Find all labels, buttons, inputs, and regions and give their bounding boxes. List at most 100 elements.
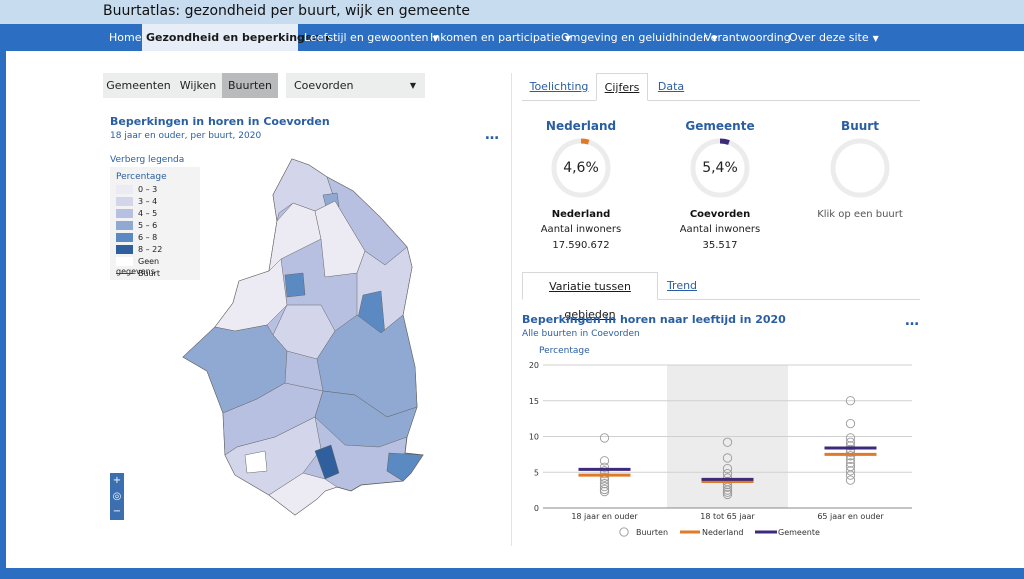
nav-leefstijl[interactable]: Leefstijl en gewoonten ▼ <box>304 31 439 44</box>
buurt-area[interactable] <box>314 444 340 480</box>
buurt-point <box>845 396 856 406</box>
kpi-nederland-value: 4,6% <box>563 160 599 176</box>
legend-item: Geen gegevens <box>116 257 160 276</box>
age-scatter-chart: 0 5 10 15 20 18 jaar en ouder 18 tot 65 jaar 65… <box>529 361 912 537</box>
buurt-area[interactable] <box>268 472 338 516</box>
main-navigation: Home Gezondheid en beperkingen ▼ Leefstij… <box>0 24 1024 51</box>
buurt-area[interactable] <box>314 390 418 448</box>
caret-down-icon: ▼ <box>409 81 416 90</box>
kpi-gemeente-name: Coevorden <box>689 209 751 220</box>
legend-item: 5 – 6 <box>116 221 157 231</box>
buurt-area[interactable] <box>284 272 306 298</box>
buurt-point <box>722 469 733 479</box>
chart-subtitle: Alle buurten in Coevorden <box>522 329 640 339</box>
map-menu-icon[interactable]: … <box>485 127 500 143</box>
legend-buurten-label: Buurten <box>636 528 668 537</box>
chevron-down-icon: ▼ <box>872 34 879 43</box>
legend-item: 4 – 5 <box>116 209 157 219</box>
legend-nederland-label: Nederland <box>702 528 743 537</box>
legend-swatch <box>116 233 133 242</box>
buurt-point <box>722 485 733 495</box>
buurt-area-no-data[interactable] <box>244 450 268 474</box>
chevron-down-icon: ▼ <box>432 34 439 43</box>
buurt-point <box>845 418 856 429</box>
buurt-point <box>599 481 610 492</box>
nav-omgeving[interactable]: Omgeving en geluidhinder ▼ <box>561 31 718 44</box>
chevron-down-icon: ▼ <box>564 34 571 43</box>
window-edge <box>0 51 6 568</box>
nav-verantwoording[interactable]: Verantwoording <box>704 31 791 44</box>
kpi-buurt-heading: Buurt <box>841 119 879 133</box>
tab-variatie[interactable]: Variatie tussen gebieden <box>522 272 658 321</box>
choropleth-map[interactable] <box>175 155 435 520</box>
nav-home[interactable]: Home <box>109 31 142 44</box>
legend-buurten-symbol <box>619 527 629 537</box>
buurt-point <box>845 437 856 447</box>
panel-divider <box>511 73 512 546</box>
locate-button[interactable]: ◎ <box>112 490 122 502</box>
map-title: Beperkingen in horen in Coevorden <box>110 115 330 128</box>
tab-cijfers[interactable]: Cijfers <box>596 73 648 101</box>
hide-legend-link[interactable]: Verberg legenda <box>110 155 185 165</box>
kpi-gemeente-population: 35.517 <box>702 240 738 251</box>
y-tick-label: 0 <box>534 504 539 513</box>
gauge-track <box>830 138 890 198</box>
y-tick-label: 15 <box>529 397 539 406</box>
chart-tabs: Variatie tussen gebieden Trend <box>522 272 920 321</box>
tab-data[interactable]: Data <box>657 80 685 93</box>
zoom-in-button[interactable]: + <box>112 475 122 486</box>
chart-menu-icon[interactable]: … <box>905 313 920 329</box>
level-wijken[interactable]: Wijken <box>174 73 222 98</box>
y-tick-label: 20 <box>529 361 539 370</box>
nav-over[interactable]: Over deze site ▼ <box>789 31 879 44</box>
legend-item: 8 – 22 <box>116 245 162 255</box>
title-bar: Buurtatlas: gezondheid per buurt, wijk e… <box>0 0 1024 24</box>
buurt-point <box>599 472 610 482</box>
kpi-nederland-gauge <box>551 138 611 198</box>
chart-title: Beperkingen in horen naar leeftijd in 20… <box>522 313 786 326</box>
legend-swatch <box>116 209 133 218</box>
legend-item: 0 – 3 <box>116 185 157 195</box>
buurt-point <box>845 475 856 485</box>
tab-toelichting[interactable]: Toelichting <box>529 80 589 93</box>
zoom-out-button[interactable]: − <box>112 506 122 518</box>
buurt-area[interactable] <box>182 324 288 414</box>
legend-swatch <box>116 245 133 254</box>
legend-item: Buurt <box>116 269 160 279</box>
legend-swatch <box>116 197 133 206</box>
tab-trend[interactable]: Trend <box>666 279 698 292</box>
buurt-point <box>722 464 733 474</box>
buurt-area[interactable] <box>386 452 424 482</box>
buurt-point <box>599 456 610 466</box>
nav-gezondheid[interactable]: Gezondheid en beperkingen ▼ <box>142 24 330 51</box>
level-gemeenten[interactable]: Gemeenten <box>103 73 174 98</box>
buurt-point <box>599 479 610 489</box>
municipality-select[interactable]: Coevorden ▼ <box>286 73 425 98</box>
legend-title: Percentage <box>116 172 167 182</box>
buurt-point <box>845 466 856 476</box>
buurt-point <box>599 486 610 497</box>
map-legend: Percentage 0 – 3 3 – 4 4 – 5 5 – 6 6 – 8… <box>110 167 200 280</box>
chart-y-axis-label: Percentage <box>539 346 590 356</box>
footer-bar <box>0 568 1024 579</box>
buurt-point <box>845 433 856 443</box>
kpi-gemeente-value: 5,4% <box>702 160 738 176</box>
gauge-marker <box>719 138 730 145</box>
y-tick-label: 5 <box>534 468 539 477</box>
buurt-point <box>722 453 733 463</box>
kpi-gemeente-gauge <box>690 138 750 198</box>
kpi-buurt-prompt: Klik op een buurt <box>817 209 903 220</box>
x-tick-label: 65 jaar en ouder <box>817 512 884 521</box>
buurt-point <box>845 458 856 468</box>
buurt-point <box>722 437 733 447</box>
legend-swatch <box>116 221 133 230</box>
kpi-buurt-gauge <box>830 138 890 198</box>
kpi-gemeente-label: Aantal inwoners <box>679 224 761 235</box>
chevron-down-icon: ▼ <box>711 34 718 43</box>
nav-inkomen[interactable]: Inkomen en participatie ▼ <box>430 31 571 44</box>
legend-item: 6 – 8 <box>116 233 157 243</box>
app-title: Buurtatlas: gezondheid per buurt, wijk e… <box>103 3 471 19</box>
map-subtitle: 18 jaar en ouder, per buurt, 2020 <box>110 131 262 141</box>
level-buurten[interactable]: Buurten <box>222 73 278 98</box>
